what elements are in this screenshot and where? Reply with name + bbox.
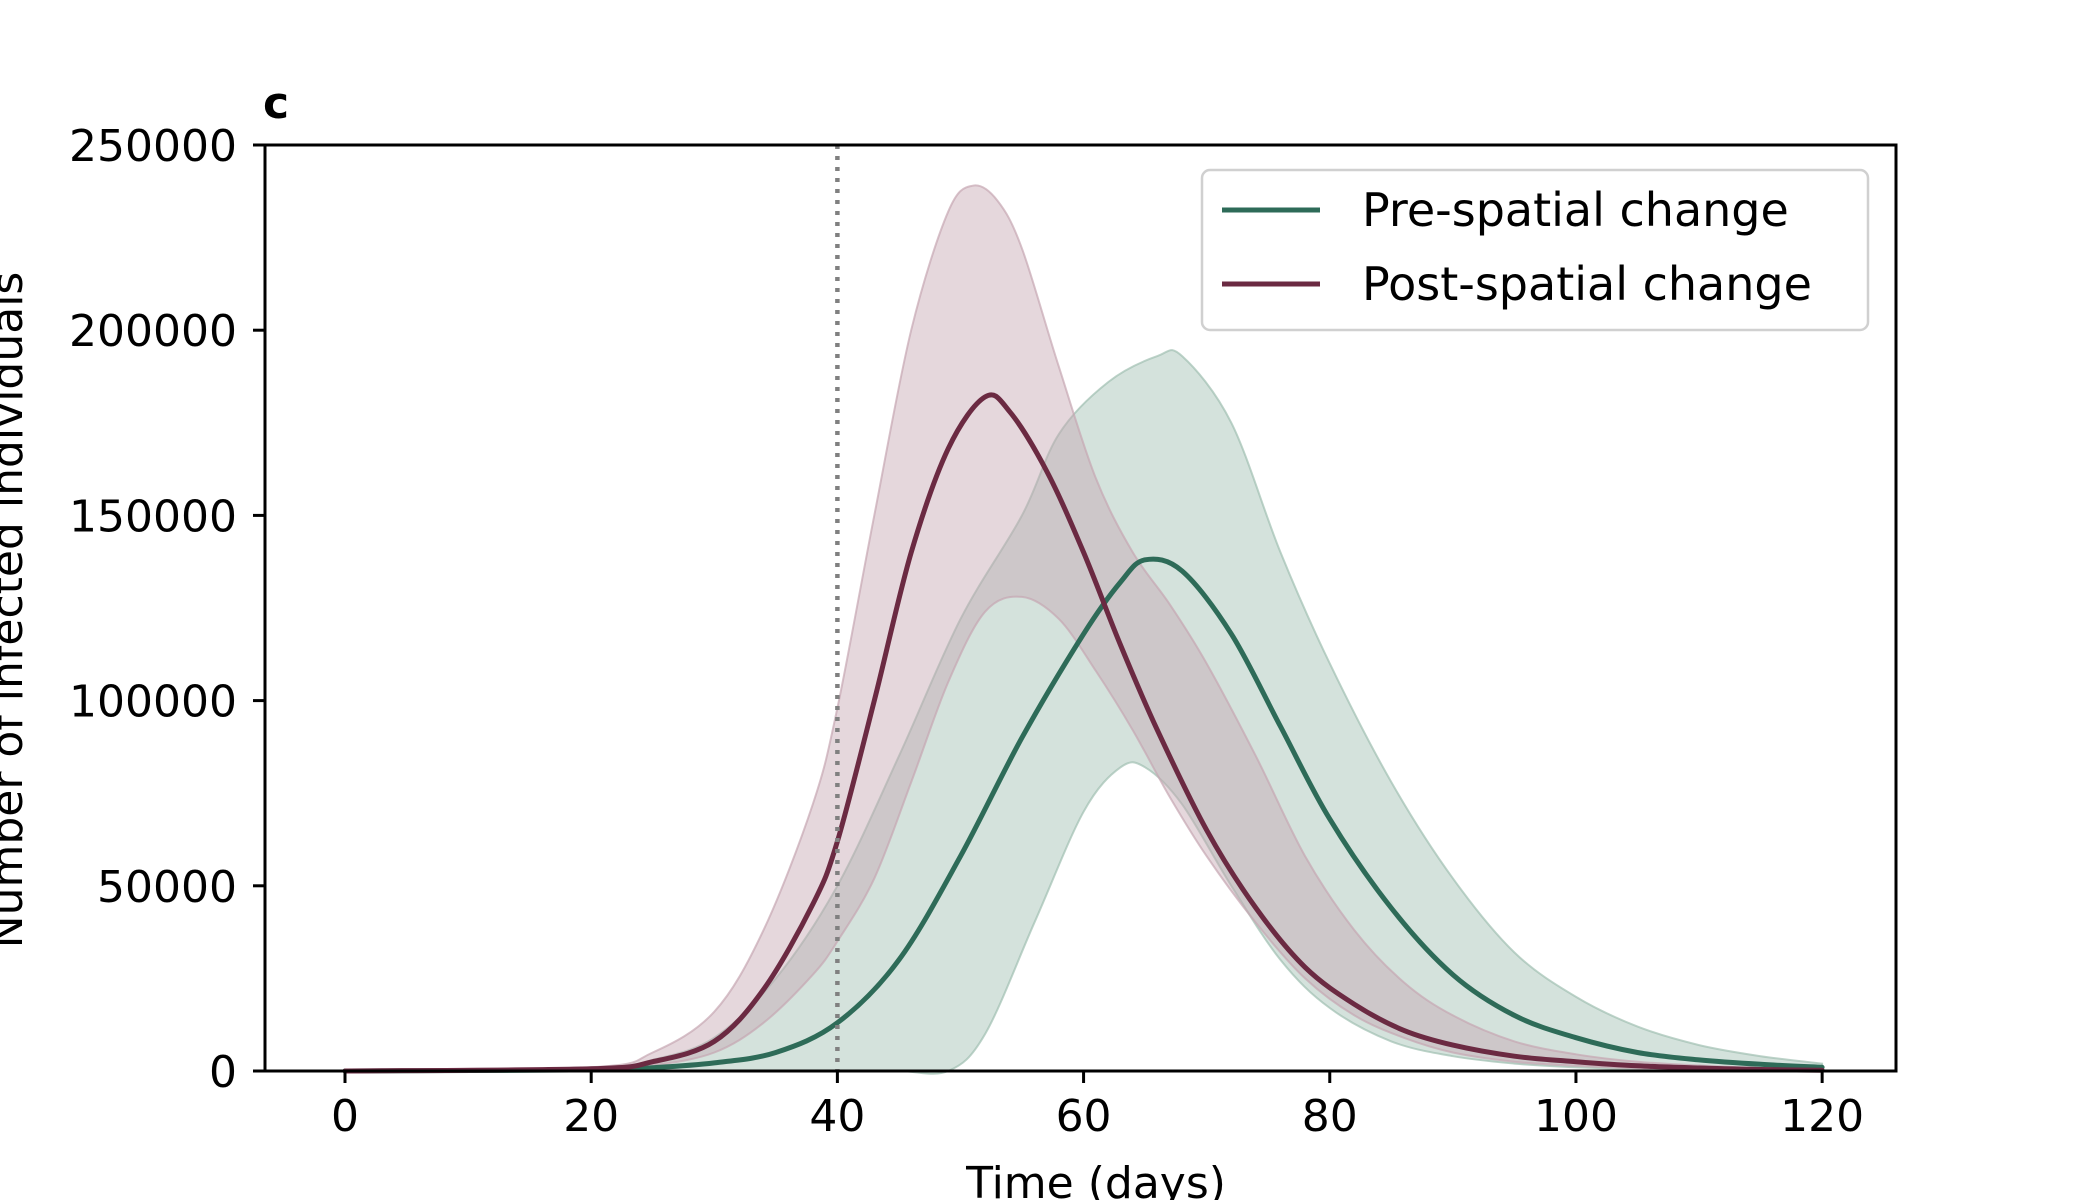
y-tick-label: 200000 — [69, 306, 237, 357]
legend-label-pre-spatial: Pre-spatial change — [1362, 183, 1789, 237]
line-pre-spatial-change — [342, 556, 1825, 1074]
x-axis-label: Time (days) — [965, 1158, 1226, 1200]
y-tick-label: 150000 — [69, 491, 237, 542]
legend: Pre-spatial change Post-spatial change — [1200, 168, 1870, 332]
x-tick-label: 60 — [1056, 1091, 1112, 1142]
y-axis-label: Number of infected individuals — [0, 272, 33, 949]
x-tick-label: 120 — [1780, 1091, 1864, 1142]
panel-label: c — [263, 78, 289, 129]
plot-frame — [263, 143, 1898, 1073]
y-tick-label: 50000 — [97, 862, 237, 913]
x-tick-label: 20 — [563, 1091, 619, 1142]
y-tick-label: 100000 — [69, 677, 237, 728]
x-tick-label: 80 — [1302, 1091, 1358, 1142]
series-lines — [342, 392, 1825, 1074]
x-axis-ticks: 0 20 40 60 80 100 120 — [331, 1071, 1864, 1142]
band-pre-spatial-change — [344, 349, 1824, 1075]
y-axis-ticks: 0 50000 100000 150000 200000 250000 — [69, 121, 265, 1098]
x-tick-label: 0 — [331, 1091, 359, 1142]
line-post-spatial-change — [342, 392, 1825, 1074]
confidence-bands — [344, 184, 1824, 1075]
x-tick-label: 100 — [1534, 1091, 1618, 1142]
y-tick-label: 250000 — [69, 121, 237, 172]
x-tick-label: 40 — [809, 1091, 865, 1142]
band-post-spatial-change — [344, 184, 1824, 1072]
legend-label-post-spatial: Post-spatial change — [1362, 257, 1812, 311]
legend-box — [1200, 168, 1870, 332]
y-tick-label: 0 — [209, 1047, 237, 1098]
